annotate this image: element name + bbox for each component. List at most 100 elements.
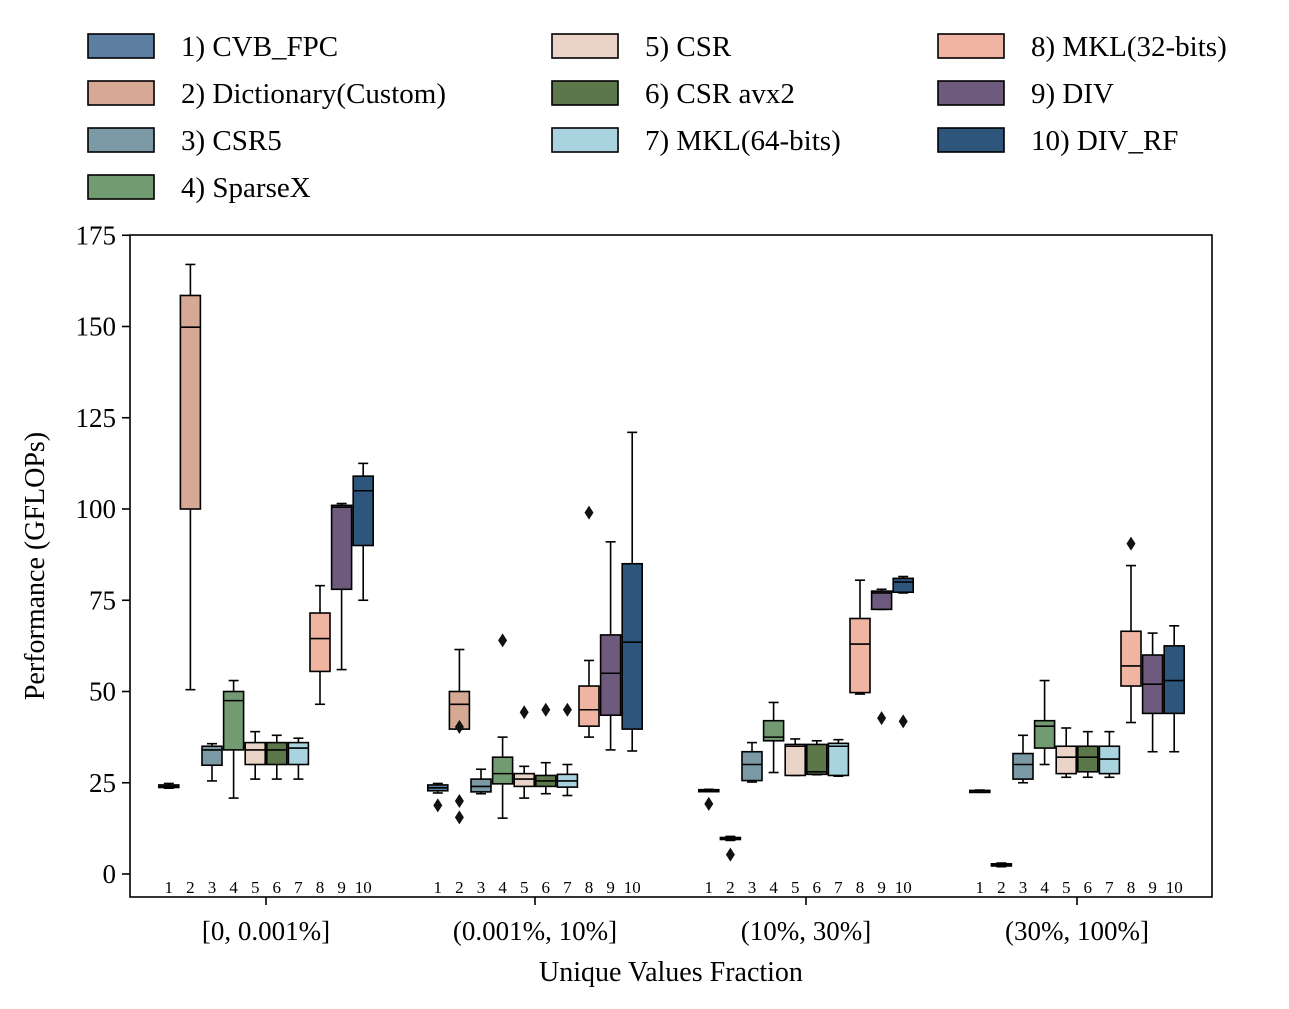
x-tick-label: (10%, 30%] (741, 916, 871, 946)
box-number-labels: 1 2 3 4 5 6 7 8 9 10 1 2 3 4 5 6 7 8 9 10 1 2 3 4 5 6 7 8 9 10 1 2 3 4 5 6 7… (165, 878, 1183, 897)
x-axis: [0, 0.001%] (0.001%, 10%] (10%, 30%] (30%, … (202, 897, 1149, 946)
outlier-marker (898, 714, 908, 729)
box-6-group-3 (805, 739, 828, 776)
box-4-group-3 (762, 701, 785, 774)
box-number-label: 10 (1166, 878, 1183, 897)
box (201, 745, 223, 767)
box-8-group-1 (309, 584, 331, 706)
box-10-group-1 (352, 462, 375, 602)
box-number-label: 7 (834, 878, 843, 897)
box-3-group-3 (741, 741, 763, 783)
y-tick-label: 175 (76, 220, 117, 250)
box (741, 750, 763, 782)
box-number-label: 4 (1040, 878, 1049, 897)
legend-item: 1) CVB_FPC (87, 31, 338, 63)
box (1012, 752, 1034, 780)
box (1033, 719, 1056, 749)
box-6-group-1 (265, 734, 288, 780)
box-number-label: 5 (1062, 878, 1071, 897)
outlier-marker (454, 719, 464, 734)
box-2-group-2 (448, 648, 471, 825)
box-8-group-3 (849, 579, 871, 695)
box-number-label: 6 (1084, 878, 1093, 897)
box-number-label: 1 (165, 878, 174, 897)
legend-label: 10) DIV_RF (1031, 125, 1178, 157)
box-7-group-1 (287, 737, 310, 780)
box-number-label: 9 (337, 878, 346, 897)
box-number-label: 5 (520, 878, 529, 897)
box-number-label: 9 (606, 878, 615, 897)
legend-label: 9) DIV (1031, 78, 1114, 110)
box-number-label: 7 (563, 878, 572, 897)
box-number-label: 3 (477, 878, 486, 897)
y-axis: 0 25 50 75 100 125 150 175 (76, 220, 130, 889)
box-4-group-2 (491, 633, 514, 819)
box (1120, 630, 1142, 687)
plot-frame (129, 234, 1213, 898)
box (892, 577, 915, 594)
box (762, 719, 785, 742)
box-number-label: 10 (895, 878, 912, 897)
box (805, 743, 828, 776)
box-7-group-4 (1098, 730, 1121, 779)
box-4-group-1 (222, 679, 245, 799)
box (578, 685, 600, 727)
box-number-label: 6 (273, 878, 282, 897)
box-2-group-4 (990, 862, 1013, 868)
box-number-label: 1 (976, 878, 985, 897)
box-7-group-3 (827, 738, 850, 777)
box (849, 617, 871, 694)
box-7-group-2 (556, 702, 579, 797)
box-5-group-1 (244, 730, 266, 780)
y-axis-title: Performance (GFLOPs) (20, 432, 51, 700)
legend-swatch (551, 127, 619, 153)
box-5-group-2 (513, 705, 536, 799)
y-tick-label: 125 (76, 403, 117, 433)
legend-swatch (87, 127, 155, 153)
box-number-label: 10 (624, 878, 641, 897)
box (222, 690, 245, 751)
box (352, 475, 375, 547)
x-axis-title: Unique Values Fraction (539, 957, 803, 988)
box-number-label: 1 (705, 878, 714, 897)
box-number-label: 2 (186, 878, 195, 897)
box (287, 741, 310, 766)
legend-swatch (87, 80, 155, 106)
box-10-group-4 (1163, 624, 1185, 753)
box-number-label: 2 (726, 878, 735, 897)
legend-label: 3) CSR5 (181, 125, 282, 157)
box-6-group-2 (534, 702, 557, 795)
legend-swatch (551, 33, 619, 59)
legend-item: 2) Dictionary(Custom) (87, 78, 446, 110)
box-9-group-1 (330, 502, 353, 671)
box (621, 562, 644, 730)
legend-label: 6) CSR avx2 (645, 78, 795, 110)
box-9-group-2 (599, 541, 622, 751)
legend-label: 2) Dictionary(Custom) (181, 78, 446, 110)
box-number-label: 5 (251, 878, 260, 897)
box (1055, 745, 1077, 775)
box-8-group-4 (1120, 536, 1142, 724)
legend-label: 1) CVB_FPC (181, 31, 338, 63)
box (827, 742, 850, 777)
outlier-marker (498, 633, 508, 648)
box-9-group-3 (870, 588, 893, 726)
box-1-group-2 (426, 782, 449, 813)
box (513, 772, 536, 788)
y-tick-label: 0 (103, 859, 117, 889)
legend-item: 8) MKL(32-bits) (937, 31, 1227, 63)
box-1-group-4 (968, 789, 991, 794)
legend-item: 3) CSR5 (87, 125, 282, 157)
x-tick-label: [0, 0.001%] (202, 916, 330, 946)
y-tick-label: 100 (76, 494, 117, 524)
box-2-group-1 (179, 263, 202, 691)
legend-label: 8) MKL(32-bits) (1031, 31, 1227, 63)
legend-swatch (937, 127, 1005, 153)
legend-item: 7) MKL(64-bits) (551, 125, 841, 157)
outlier-marker (725, 847, 735, 862)
box-number-label: 10 (355, 878, 372, 897)
outlier-marker (454, 810, 464, 825)
box (491, 756, 514, 785)
box-9-group-4 (1141, 632, 1164, 753)
box-number-label: 4 (498, 878, 507, 897)
